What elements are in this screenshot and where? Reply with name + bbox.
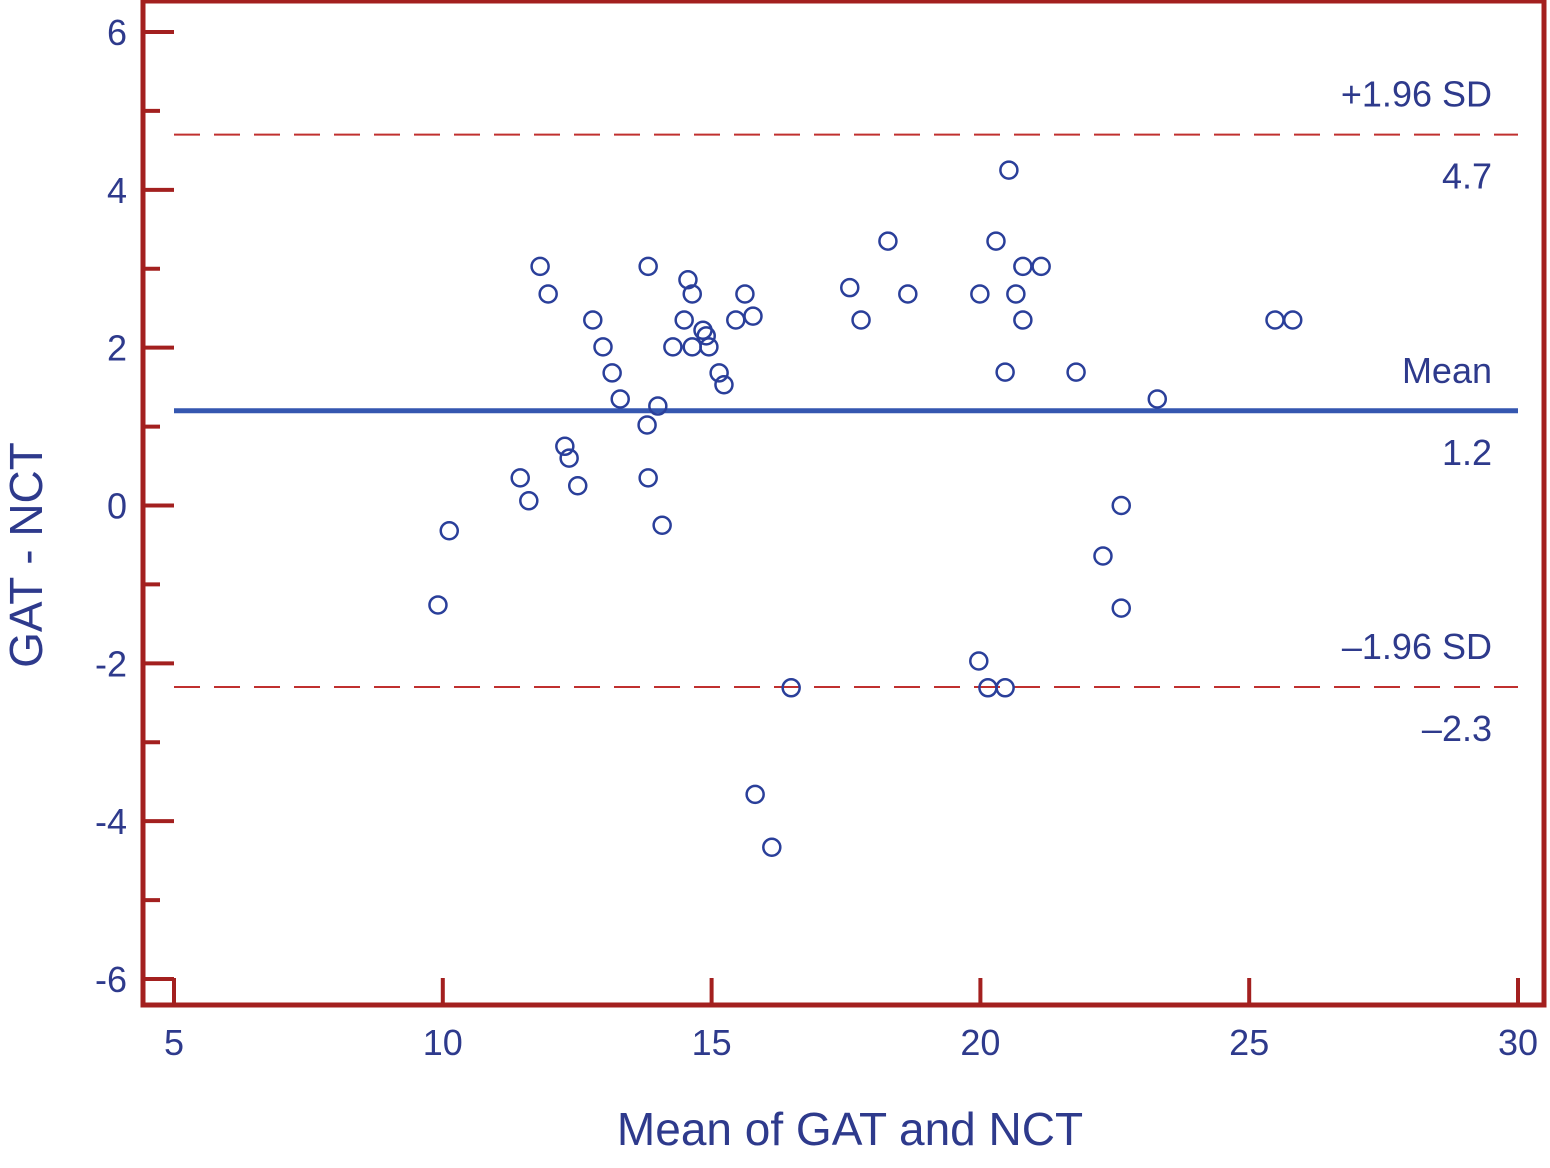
plot-frame bbox=[140, 0, 1547, 1008]
x-tick-label: 10 bbox=[423, 1022, 463, 1063]
x-tick-label: 25 bbox=[1229, 1022, 1269, 1063]
x-axis-title: Mean of GAT and NCT bbox=[617, 1103, 1083, 1155]
data-point bbox=[709, 363, 729, 383]
data-point bbox=[637, 415, 657, 435]
reference-line-value: –2.3 bbox=[1422, 708, 1492, 749]
y-tick-label: 4 bbox=[107, 170, 127, 211]
data-point bbox=[559, 448, 579, 468]
data-point bbox=[602, 363, 622, 383]
data-point bbox=[610, 389, 630, 409]
data-point bbox=[439, 521, 460, 541]
data-point bbox=[428, 595, 448, 615]
y-tick-label: 6 bbox=[107, 12, 127, 53]
data-point bbox=[745, 784, 765, 805]
reference-line-value: 1.2 bbox=[1442, 432, 1492, 473]
data-point bbox=[510, 468, 530, 488]
data-point bbox=[555, 436, 575, 457]
data-point bbox=[530, 256, 550, 277]
data-point bbox=[898, 284, 918, 304]
data-point bbox=[678, 270, 698, 290]
data-point bbox=[762, 837, 782, 857]
data-point bbox=[1282, 310, 1303, 330]
y-tick-label: -2 bbox=[95, 643, 127, 684]
data-point bbox=[1147, 389, 1168, 409]
data-point bbox=[1093, 546, 1113, 566]
data-point bbox=[714, 375, 734, 395]
data-point bbox=[995, 678, 1015, 698]
data-point bbox=[999, 160, 1019, 180]
reference-line-label: –1.96 SD bbox=[1342, 626, 1492, 667]
data-point bbox=[519, 491, 539, 511]
reference-line-value: 4.7 bbox=[1442, 156, 1492, 197]
y-tick-label: -6 bbox=[95, 959, 127, 1000]
data-point bbox=[995, 362, 1015, 382]
data-point bbox=[674, 310, 694, 330]
y-tick-label: -4 bbox=[95, 801, 127, 842]
data-point bbox=[1031, 256, 1051, 277]
data-point bbox=[638, 468, 658, 488]
data-point bbox=[696, 326, 716, 346]
data-point bbox=[1265, 310, 1285, 330]
x-tick-label: 30 bbox=[1498, 1022, 1538, 1063]
reference-line-label: Mean bbox=[1402, 350, 1492, 391]
data-point bbox=[663, 337, 683, 357]
data-point bbox=[648, 396, 668, 416]
y-tick-label: 0 bbox=[107, 486, 127, 527]
data-point bbox=[1111, 495, 1132, 516]
data-point bbox=[878, 231, 898, 251]
data-point bbox=[567, 476, 588, 496]
data-point bbox=[743, 306, 763, 326]
data-point bbox=[583, 310, 603, 330]
data-point bbox=[699, 337, 719, 357]
data-point bbox=[638, 256, 658, 277]
reference-line-label: +1.96 SD bbox=[1341, 74, 1492, 115]
y-tick-label: 2 bbox=[107, 328, 127, 369]
data-point bbox=[1013, 256, 1033, 277]
data-point bbox=[1066, 362, 1086, 382]
data-point bbox=[652, 515, 672, 535]
data-point bbox=[593, 337, 613, 357]
data-point bbox=[840, 277, 860, 298]
data-point bbox=[726, 310, 746, 330]
data-point bbox=[538, 284, 558, 304]
data-point bbox=[781, 678, 801, 698]
x-tick-label: 5 bbox=[164, 1022, 184, 1063]
data-point bbox=[1006, 284, 1026, 304]
x-tick-label: 15 bbox=[692, 1022, 732, 1063]
data-point bbox=[682, 284, 702, 304]
y-axis-title: GAT - NCT bbox=[0, 442, 52, 668]
data-point bbox=[851, 310, 871, 330]
data-point bbox=[1013, 310, 1033, 330]
data-point bbox=[735, 284, 755, 304]
data-point bbox=[969, 651, 989, 671]
data-point bbox=[970, 284, 990, 304]
data-point bbox=[986, 231, 1006, 251]
data-point bbox=[1111, 598, 1132, 618]
x-tick-label: 20 bbox=[960, 1022, 1000, 1063]
